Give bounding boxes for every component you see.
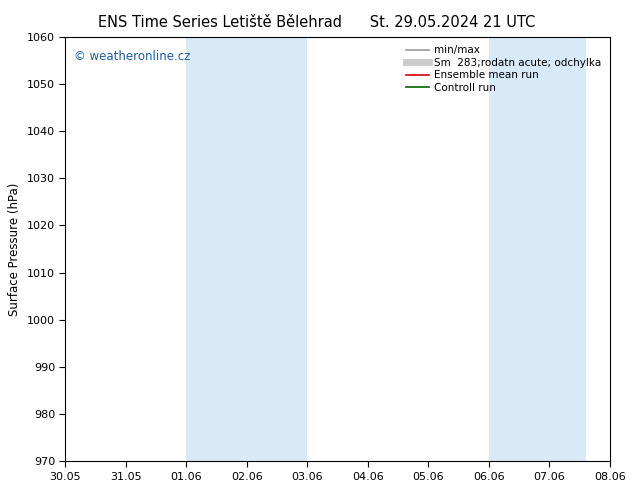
Text: ENS Time Series Letiště Bělehrad      St. 29.05.2024 21 UTC: ENS Time Series Letiště Bělehrad St. 29.…	[98, 15, 536, 30]
Bar	[186, 37, 307, 461]
Bar	[489, 37, 586, 461]
Legend: min/max, Sm  283;rodatn acute; odchylka, Ensemble mean run, Controll run: min/max, Sm 283;rodatn acute; odchylka, …	[403, 42, 605, 96]
Text: © weatheronline.cz: © weatheronline.cz	[74, 49, 190, 63]
Y-axis label: Surface Pressure (hPa): Surface Pressure (hPa)	[8, 182, 22, 316]
